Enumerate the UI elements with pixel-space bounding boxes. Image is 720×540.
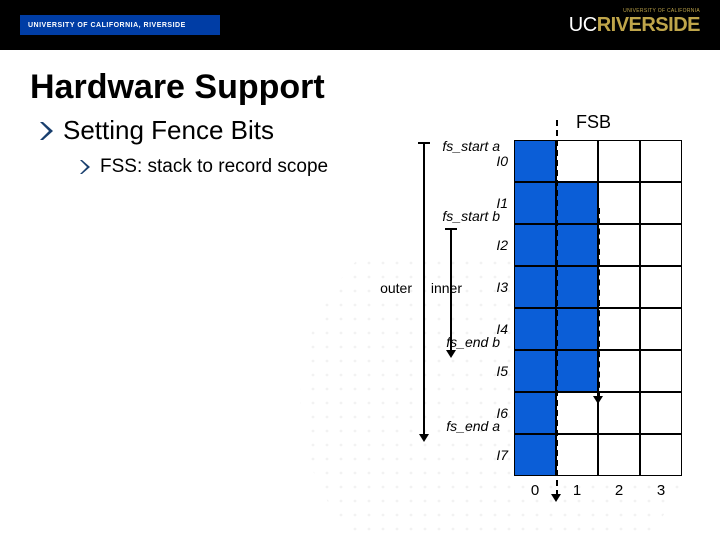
annot-inner: inner [422, 280, 462, 296]
header-bar: UNIVERSITY OF CALIFORNIA, RIVERSIDE UCRI… [0, 0, 720, 50]
grid-cell [598, 266, 640, 308]
annot-fs-start-a: fs_start a [430, 138, 500, 154]
grid-cell [598, 140, 640, 182]
row-label: I1 [484, 195, 508, 211]
fsb-title: FSB [576, 112, 611, 133]
grid-cell [556, 434, 598, 476]
col-label: 3 [640, 482, 682, 499]
grid-cell [514, 308, 556, 350]
bullet-level2-text: FSS: stack to record scope [100, 156, 328, 178]
header-affiliation-text: UNIVERSITY OF CALIFORNIA, RIVERSIDE [28, 22, 186, 29]
grid-cell [556, 182, 598, 224]
grid-cell [514, 434, 556, 476]
col-label: 0 [514, 482, 556, 499]
grid-cell [514, 182, 556, 224]
grid-cell [598, 308, 640, 350]
grid-cell [640, 308, 682, 350]
row-label: I4 [484, 321, 508, 337]
logo-riverside-text: RIVERSIDE [597, 14, 700, 37]
row-label: I7 [484, 447, 508, 463]
header-affiliation: UNIVERSITY OF CALIFORNIA, RIVERSIDE [20, 15, 220, 35]
annot-outer: outer [372, 280, 412, 296]
dashed-line-col1 [598, 208, 600, 398]
row-label: I6 [484, 405, 508, 421]
grid-cell [640, 266, 682, 308]
dashed-line-col0 [556, 120, 558, 496]
row-label: I3 [484, 279, 508, 295]
grid-cell [514, 266, 556, 308]
grid-cell [598, 434, 640, 476]
row-label: I5 [484, 363, 508, 379]
grid-cell [640, 140, 682, 182]
grid-cell [556, 308, 598, 350]
grid-cell [514, 392, 556, 434]
grid-cell [598, 224, 640, 266]
grid-cell [556, 266, 598, 308]
logo-uc-text: UC [569, 14, 597, 37]
row-label: I0 [484, 153, 508, 169]
grid-cell [640, 182, 682, 224]
grid-cell [640, 392, 682, 434]
grid-cell [514, 140, 556, 182]
grid-cell [598, 350, 640, 392]
grid-cell [640, 350, 682, 392]
header-logo: UCRIVERSIDE [569, 14, 700, 37]
grid-cell [640, 434, 682, 476]
grid-cell [598, 182, 640, 224]
logo-tagline: UNIVERSITY OF CALIFORNIA [623, 8, 700, 14]
grid-cell [514, 224, 556, 266]
bullet-level1-text: Setting Fence Bits [63, 115, 274, 146]
grid-cell [556, 392, 598, 434]
grid-cell [514, 350, 556, 392]
grid-cell [598, 392, 640, 434]
grid-cell [556, 140, 598, 182]
col-label: 1 [556, 482, 598, 499]
arrowhead-icon [593, 396, 603, 404]
row-label: I2 [484, 237, 508, 253]
grid-cell [556, 224, 598, 266]
col-label: 2 [598, 482, 640, 499]
grid-cell [640, 224, 682, 266]
chevron-icon [80, 160, 90, 174]
grid-cell [556, 350, 598, 392]
slide-title: Hardware Support [0, 50, 720, 115]
fsb-diagram: FSB fs_start a fs_start b fs_end b fs_en… [390, 140, 710, 520]
chevron-icon [40, 122, 53, 140]
